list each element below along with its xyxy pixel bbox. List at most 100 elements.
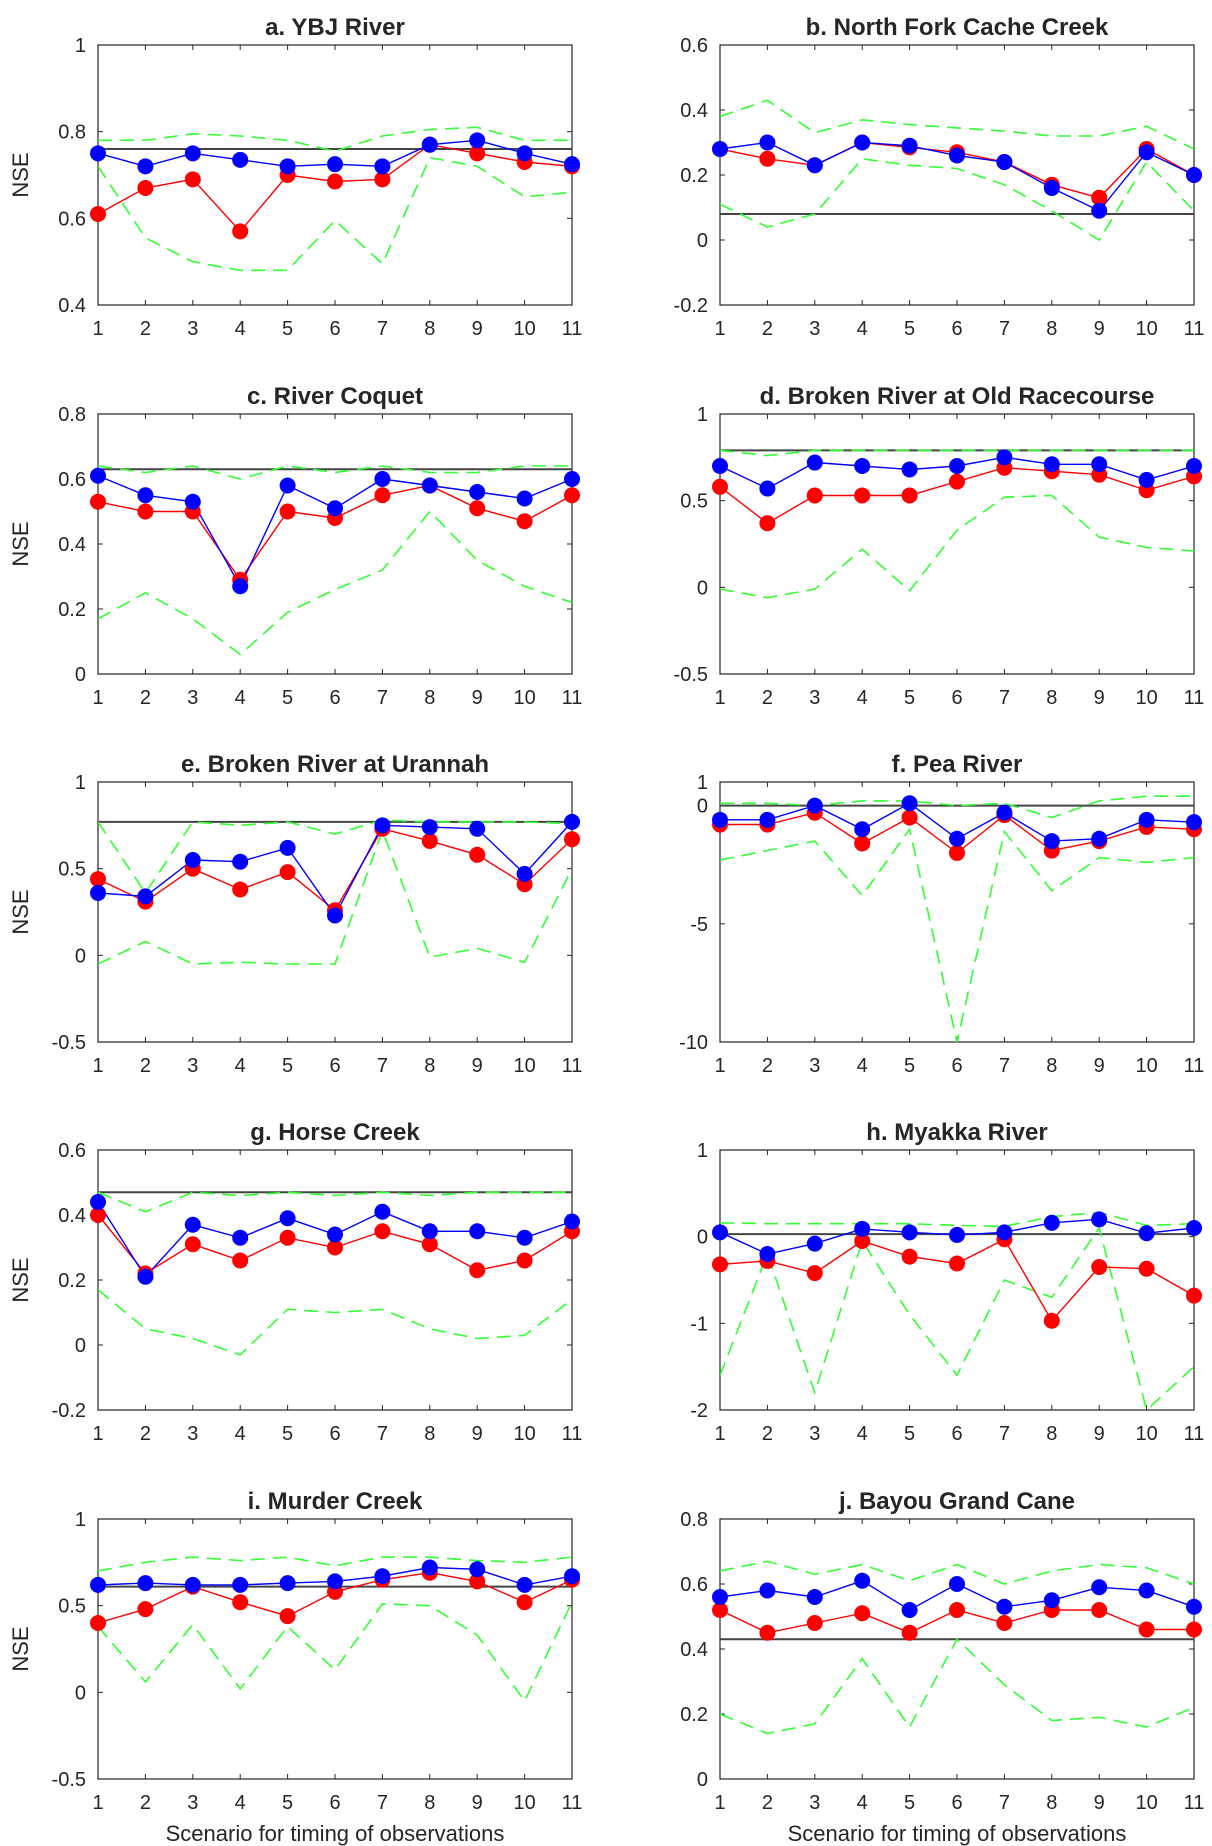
data-point-red xyxy=(949,1255,965,1272)
y-tick-label: 0.4 xyxy=(680,100,708,122)
x-tick-label: 5 xyxy=(282,1423,293,1445)
data-point-blue xyxy=(901,461,918,478)
data-point-blue xyxy=(90,1194,106,1210)
x-tick-label: 7 xyxy=(377,318,388,340)
y-tick-label: 0.5 xyxy=(58,859,86,881)
data-point-red xyxy=(901,1248,918,1265)
x-tick-label: 8 xyxy=(424,1055,435,1077)
plot-frame xyxy=(719,1149,1195,1411)
y-tick-label: 1 xyxy=(697,772,708,794)
y-tick-label: 0 xyxy=(697,1769,708,1791)
x-tick-label: 9 xyxy=(472,1055,483,1077)
data-point-blue xyxy=(1043,180,1060,196)
x-tick-label: 8 xyxy=(1046,1792,1057,1814)
x-tick-label: 6 xyxy=(951,1423,962,1445)
panel-1: a. YBJ River 1 2 3 4 5 6 7 8 9 10 11 0.4 0.6 0.8 1 NSE xyxy=(8,14,582,340)
data-point-red xyxy=(1091,189,1108,206)
panel-title: h. Myakka River xyxy=(866,1119,1047,1146)
x-tick-label: 10 xyxy=(513,1055,535,1077)
data-point-blue xyxy=(1043,833,1060,850)
data-point-blue xyxy=(374,471,391,487)
x-tick-label: 8 xyxy=(424,1792,435,1814)
data-point-blue xyxy=(327,907,343,924)
series-line-green-dashed-3 xyxy=(720,1637,1194,1735)
x-tick-label: 9 xyxy=(472,687,483,709)
series-line-green-dashed-3 xyxy=(98,1601,572,1703)
data-point-blue xyxy=(901,1224,918,1241)
data-point-blue xyxy=(806,1589,823,1605)
data-point-blue xyxy=(421,819,438,836)
x-tick-label: 6 xyxy=(329,318,340,340)
x-tick-label: 6 xyxy=(951,687,962,709)
data-point-blue xyxy=(421,1223,438,1240)
data-point-blue xyxy=(854,1220,871,1237)
x-tick-label: 5 xyxy=(282,1055,293,1077)
y-tick-label: -0.5 xyxy=(52,1769,86,1791)
y-tick-label: 0.5 xyxy=(680,491,708,513)
x-tick-label: 9 xyxy=(1094,1423,1105,1445)
y-tick-label: 0.4 xyxy=(58,1205,86,1227)
x-axis-label: Scenario for timing of observations xyxy=(788,1821,1127,1846)
data-point-red xyxy=(232,881,249,898)
x-tick-label: 4 xyxy=(857,1055,868,1077)
x-tick-label: 10 xyxy=(1135,1423,1157,1445)
series-line-green-dashed-2 xyxy=(720,99,1194,150)
data-point-blue xyxy=(1138,1582,1155,1599)
data-point-red xyxy=(854,487,871,504)
y-tick-label: 0.4 xyxy=(680,1639,708,1661)
x-tick-label: 2 xyxy=(140,687,151,709)
data-point-red xyxy=(469,145,486,162)
x-tick-label: 8 xyxy=(1046,687,1057,709)
data-point-red xyxy=(90,1207,106,1223)
data-point-blue xyxy=(137,1268,154,1285)
x-tick-label: 8 xyxy=(424,687,435,709)
data-point-red xyxy=(516,513,533,530)
plot-frame xyxy=(719,1518,1195,1780)
data-point-red xyxy=(421,1236,438,1253)
data-point-blue xyxy=(516,865,533,882)
data-point-blue xyxy=(374,1203,391,1220)
plot-frame xyxy=(97,1518,573,1780)
x-tick-label: 4 xyxy=(235,1423,246,1445)
y-tick-label: 0.4 xyxy=(58,295,86,317)
x-tick-label: 3 xyxy=(809,1055,820,1077)
series-line-green-dashed-2 xyxy=(720,449,1194,457)
data-point-red xyxy=(949,844,965,861)
x-tick-label: 7 xyxy=(377,687,388,709)
x-tick-label: 11 xyxy=(1184,687,1205,709)
data-point-blue xyxy=(1091,1579,1108,1596)
data-point-blue xyxy=(996,804,1013,821)
data-point-blue xyxy=(469,1561,486,1578)
x-tick-label: 4 xyxy=(235,1055,246,1077)
y-tick-label: 0 xyxy=(697,796,708,818)
data-point-red xyxy=(232,1252,249,1269)
data-point-blue xyxy=(327,1573,343,1590)
x-tick-label: 5 xyxy=(282,1792,293,1814)
series-line-green-dashed-2 xyxy=(98,1556,572,1572)
x-tick-label: 10 xyxy=(1135,1792,1157,1814)
data-point-blue xyxy=(1138,1225,1155,1242)
x-tick-label: 5 xyxy=(904,318,915,340)
series-line-green-dashed-3 xyxy=(720,157,1194,242)
data-point-blue xyxy=(949,830,965,847)
y-tick-label: 0 xyxy=(75,1682,86,1704)
y-axis-label: NSE xyxy=(8,1626,33,1671)
x-tick-label: 3 xyxy=(809,687,820,709)
data-point-red xyxy=(901,1624,918,1641)
x-tick-label: 6 xyxy=(951,1792,962,1814)
data-point-blue xyxy=(1138,811,1155,828)
data-point-blue xyxy=(996,154,1013,170)
y-tick-label: -1 xyxy=(690,1313,708,1335)
x-tick-label: 6 xyxy=(329,1792,340,1814)
y-tick-label: 0.6 xyxy=(680,1574,708,1596)
data-point-blue xyxy=(806,157,823,174)
data-point-blue xyxy=(854,821,871,838)
data-point-blue xyxy=(949,1576,965,1592)
data-point-red xyxy=(712,1256,728,1273)
data-point-blue xyxy=(854,458,871,474)
data-point-blue xyxy=(374,1568,391,1585)
data-point-blue xyxy=(759,1246,776,1262)
x-tick-label: 7 xyxy=(377,1792,388,1814)
data-point-red xyxy=(137,180,154,196)
